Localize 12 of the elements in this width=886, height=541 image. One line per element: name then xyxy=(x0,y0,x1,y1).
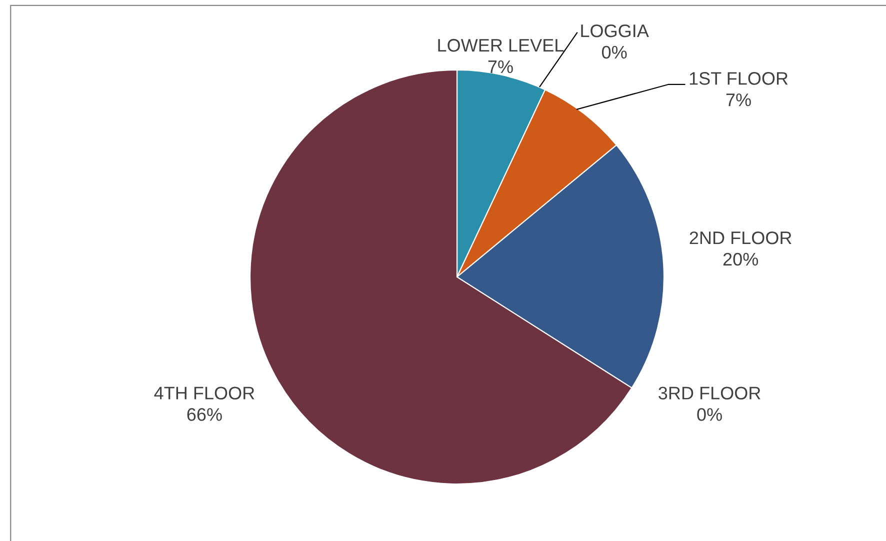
category-label: 3RD FLOOR xyxy=(658,386,760,400)
data-label: 7% xyxy=(726,94,751,106)
data-label: 20% xyxy=(723,252,758,266)
text: 0% xyxy=(602,46,627,59)
slice-label: 1ST FLOOR xyxy=(690,72,788,85)
text: 0% xyxy=(697,408,722,421)
data-label: 7% xyxy=(488,60,513,74)
slice-label: 2ND FLOOR xyxy=(690,231,792,244)
category-label: LOGGIA xyxy=(581,24,649,38)
slice-label: LOWER LEVEL xyxy=(438,38,564,52)
slice-label: 4TH FLOOR xyxy=(154,386,254,400)
data-label: 66% xyxy=(187,408,222,421)
